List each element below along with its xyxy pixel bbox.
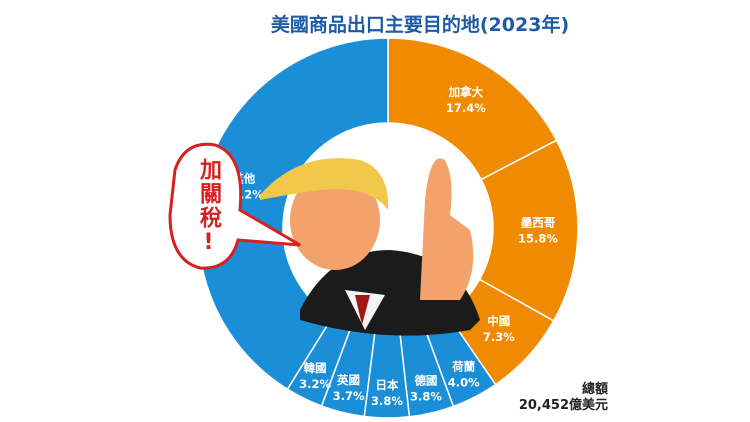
- slice-category-label: 加拿大: [448, 85, 484, 99]
- slice-value-label: 4.0%: [448, 376, 480, 390]
- slice-category-label: 墨西哥: [521, 215, 556, 229]
- total-annotation: 總額 20,452億美元: [519, 382, 608, 414]
- slice-value-label: 7.3%: [483, 330, 515, 344]
- slice-value-label: 17.4%: [446, 101, 486, 115]
- slice-category-label: 英國: [336, 373, 360, 387]
- slice-value-label: 3.8%: [410, 390, 442, 404]
- slice-value-label: 3.2%: [299, 377, 331, 391]
- total-value: 20,452億美元: [518, 398, 608, 413]
- slice-0: [387, 37, 558, 181]
- slice-category-label: 中國: [487, 314, 510, 328]
- speech-bubble-text: 加關稅!: [196, 158, 221, 257]
- speech-bubble: [168, 142, 301, 270]
- slice-value-label: 3.7%: [333, 389, 365, 403]
- total-label: 總額: [581, 382, 608, 397]
- slice-value-label: 3.8%: [371, 394, 403, 408]
- chart-title: 美國商品出口主要目的地(2023年): [270, 14, 570, 36]
- slice-category-label: 日本: [375, 378, 398, 392]
- caricature-illustration: [260, 128, 488, 336]
- slice-value-label: 15.8%: [518, 231, 558, 245]
- slice-category-label: 荷蘭: [451, 360, 475, 374]
- slice-category-label: 韓國: [304, 361, 327, 375]
- slice-category-label: 德國: [413, 374, 437, 388]
